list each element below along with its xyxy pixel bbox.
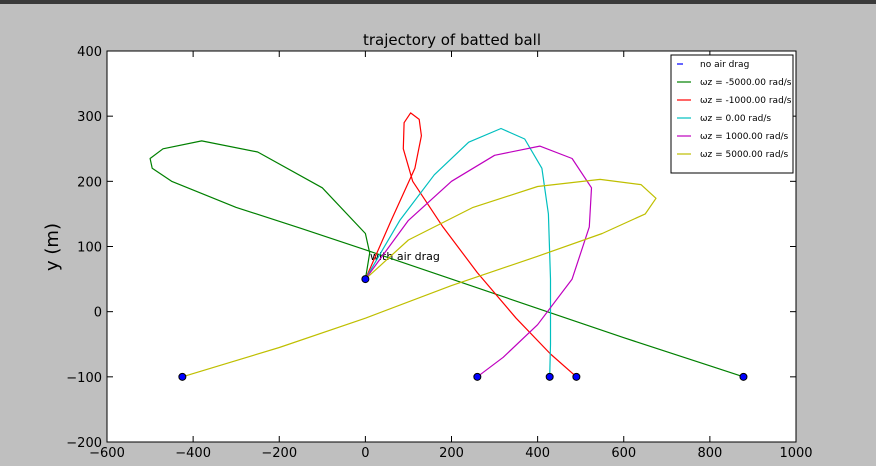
y-tick-label: 200 (77, 175, 102, 190)
legend-label: ωz = 1000.00 rad/s (700, 132, 789, 142)
x-tick-label: 1000 (779, 446, 812, 461)
y-tick-label: 0 (94, 306, 102, 321)
marker (361, 275, 370, 284)
marker (545, 372, 554, 381)
legend-label: ωz = -5000.00 rad/s (700, 78, 792, 88)
x-tick-label: 200 (439, 446, 464, 461)
trajectory-line (364, 145, 593, 378)
x-tick-label: 800 (697, 446, 722, 461)
x-tick-label: 400 (525, 446, 550, 461)
marker (572, 372, 581, 381)
trajectory-line (149, 140, 744, 378)
axes-frame (106, 50, 797, 443)
marker (473, 372, 482, 381)
marker (178, 372, 187, 381)
y-tick-label: −200 (66, 436, 102, 451)
window-bar (0, 0, 876, 4)
y-tick-label: 300 (77, 110, 102, 125)
x-tick-label: 600 (611, 446, 636, 461)
y-tick-label: −100 (66, 371, 102, 386)
chart-title: trajectory of batted ball (363, 31, 541, 49)
trajectory-line (364, 112, 577, 378)
legend-box (670, 54, 794, 174)
trajectory-line (182, 178, 657, 378)
legend-label: ωz = 0.00 rad/s (700, 114, 771, 124)
x-tick-label: 0 (361, 446, 369, 461)
legend-label: ωz = 5000.00 rad/s (700, 150, 789, 160)
marker (739, 372, 748, 381)
x-tick-label: −200 (261, 446, 297, 461)
y-axis-label: y (m) (42, 223, 63, 271)
x-tick-label: −400 (175, 446, 211, 461)
x-tick-label: −600 (89, 446, 125, 461)
annotation: with air drag (370, 250, 440, 263)
y-tick-label: 100 (77, 241, 102, 256)
y-tick-label: 400 (77, 45, 102, 60)
trajectory-line (364, 127, 552, 377)
legend-label: no air drag (700, 60, 749, 70)
legend-label: ωz = -1000.00 rad/s (700, 96, 792, 106)
